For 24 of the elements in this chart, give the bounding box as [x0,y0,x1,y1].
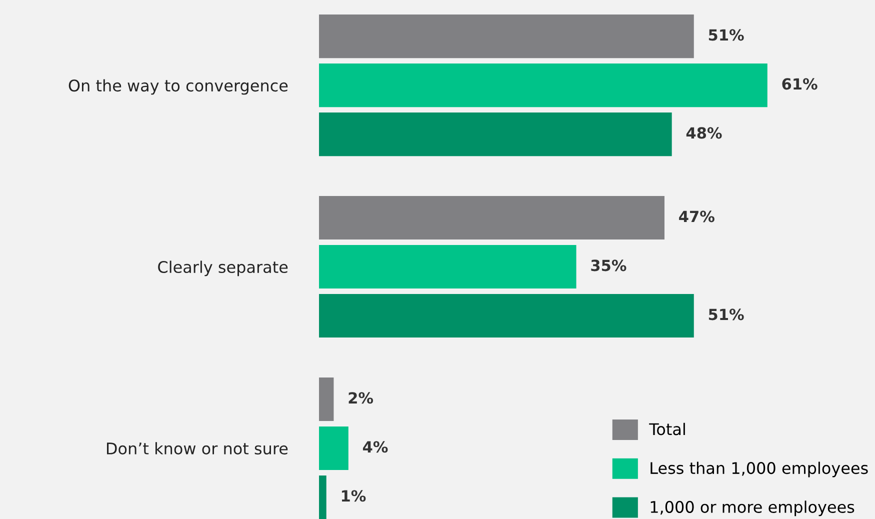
bar [319,112,672,156]
bar [319,377,334,422]
legend-label: Total [649,422,685,436]
y-tick-label: Clearly separate [158,260,288,276]
bar [319,426,348,470]
data-label: 51% [708,29,744,41]
bar [319,14,694,58]
bar [319,475,326,519]
data-label: 2% [348,392,374,404]
data-label: 47% [679,210,714,222]
bar [319,64,768,108]
data-label: 35% [591,260,626,272]
bar [319,294,694,338]
y-tick-label: On the way to convergence [68,79,288,95]
legend-label: 1,000 or more employees [650,500,854,516]
data-label: 48% [686,127,722,139]
data-label: 4% [362,441,388,453]
legend-label: Less than 1,000 employees [650,462,868,478]
y-tick-label: Don’t know or not sure [106,442,288,455]
data-label: 1% [342,490,366,502]
bar [319,196,664,240]
data-label: 51% [708,308,744,320]
bar [319,244,576,289]
data-label: 61% [782,78,818,90]
